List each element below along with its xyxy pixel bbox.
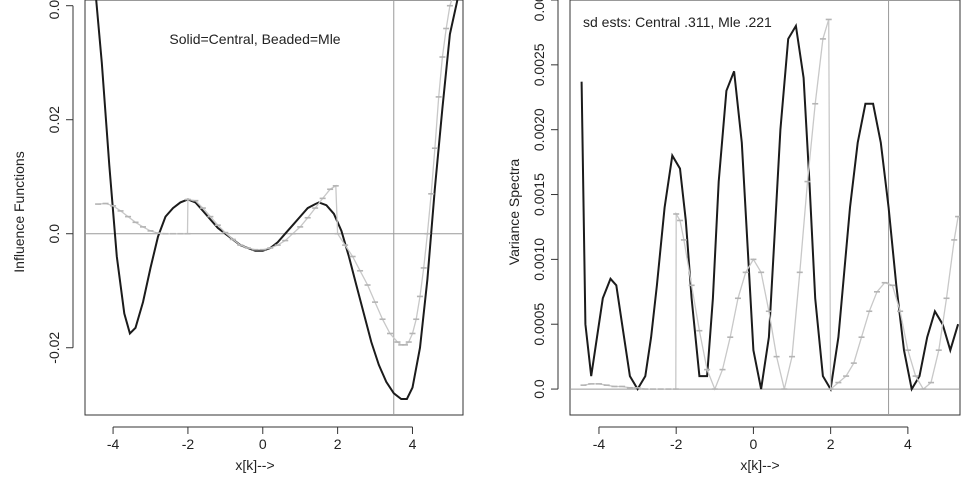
marks-layer: -4 -2 0 2 4 -0.02 0.0 0.02 0.04 (46, 0, 463, 452)
central-series-line (95, 0, 459, 400)
y-tick-label: 0.02 (46, 106, 62, 133)
y-axis-label: Variance Spectra (506, 159, 522, 266)
y-tick-label: -0.02 (46, 332, 62, 364)
central-series-line (580, 22, 960, 393)
plot-frame (84, 0, 464, 416)
x-tick-label: 0 (750, 436, 758, 452)
x-tick-label: -2 (670, 436, 683, 452)
y-tick-label: 0.0030 (531, 0, 547, 21)
x-tick-label: -4 (107, 436, 120, 452)
y-tick-label: 0.0020 (531, 108, 547, 151)
influence-functions-panel: Solid=Central, Beaded=Mle x[k]--> Influe… (11, 0, 464, 473)
x-tick-label: 0 (259, 436, 267, 452)
x-axis-label: x[k]--> (235, 457, 274, 473)
x-tick-label: -4 (593, 436, 606, 452)
plot-area (85, 0, 463, 415)
chart-annotation: sd ests: Central .311, Mle .221 (583, 14, 772, 30)
plot-area (570, 0, 960, 415)
x-tick-label: 2 (827, 436, 835, 452)
y-tick-label: 0.0 (531, 379, 547, 399)
chart-annotation: Solid=Central, Beaded=Mle (169, 31, 340, 47)
y-tick-label: 0.0025 (531, 43, 547, 86)
y-tick-label: 0.0005 (531, 303, 547, 346)
mle-series-line (98, 0, 453, 346)
x-tick-label: -2 (182, 436, 195, 452)
y-tick-label: 0.0 (46, 224, 62, 244)
y-tick-label: 0.0010 (531, 238, 547, 281)
y-tick-label: 0.04 (46, 0, 62, 19)
x-tick-label: 4 (904, 436, 912, 452)
y-tick-label: 0.0015 (531, 173, 547, 216)
x-tick-label: 4 (409, 436, 417, 452)
variance-spectra-panel: sd ests: Central .311, Mle .221 x[k]--> … (506, 0, 961, 473)
x-axis-label: x[k]--> (740, 457, 779, 473)
x-tick-label: 2 (334, 436, 342, 452)
marks-layer: -4 -2 0 2 4 0.0 0.0005 0.0010 0.0015 0.0020 0.0025… (531, 0, 960, 452)
y-axis-label: Influence Functions (11, 151, 27, 272)
plot-frame (569, 0, 961, 416)
